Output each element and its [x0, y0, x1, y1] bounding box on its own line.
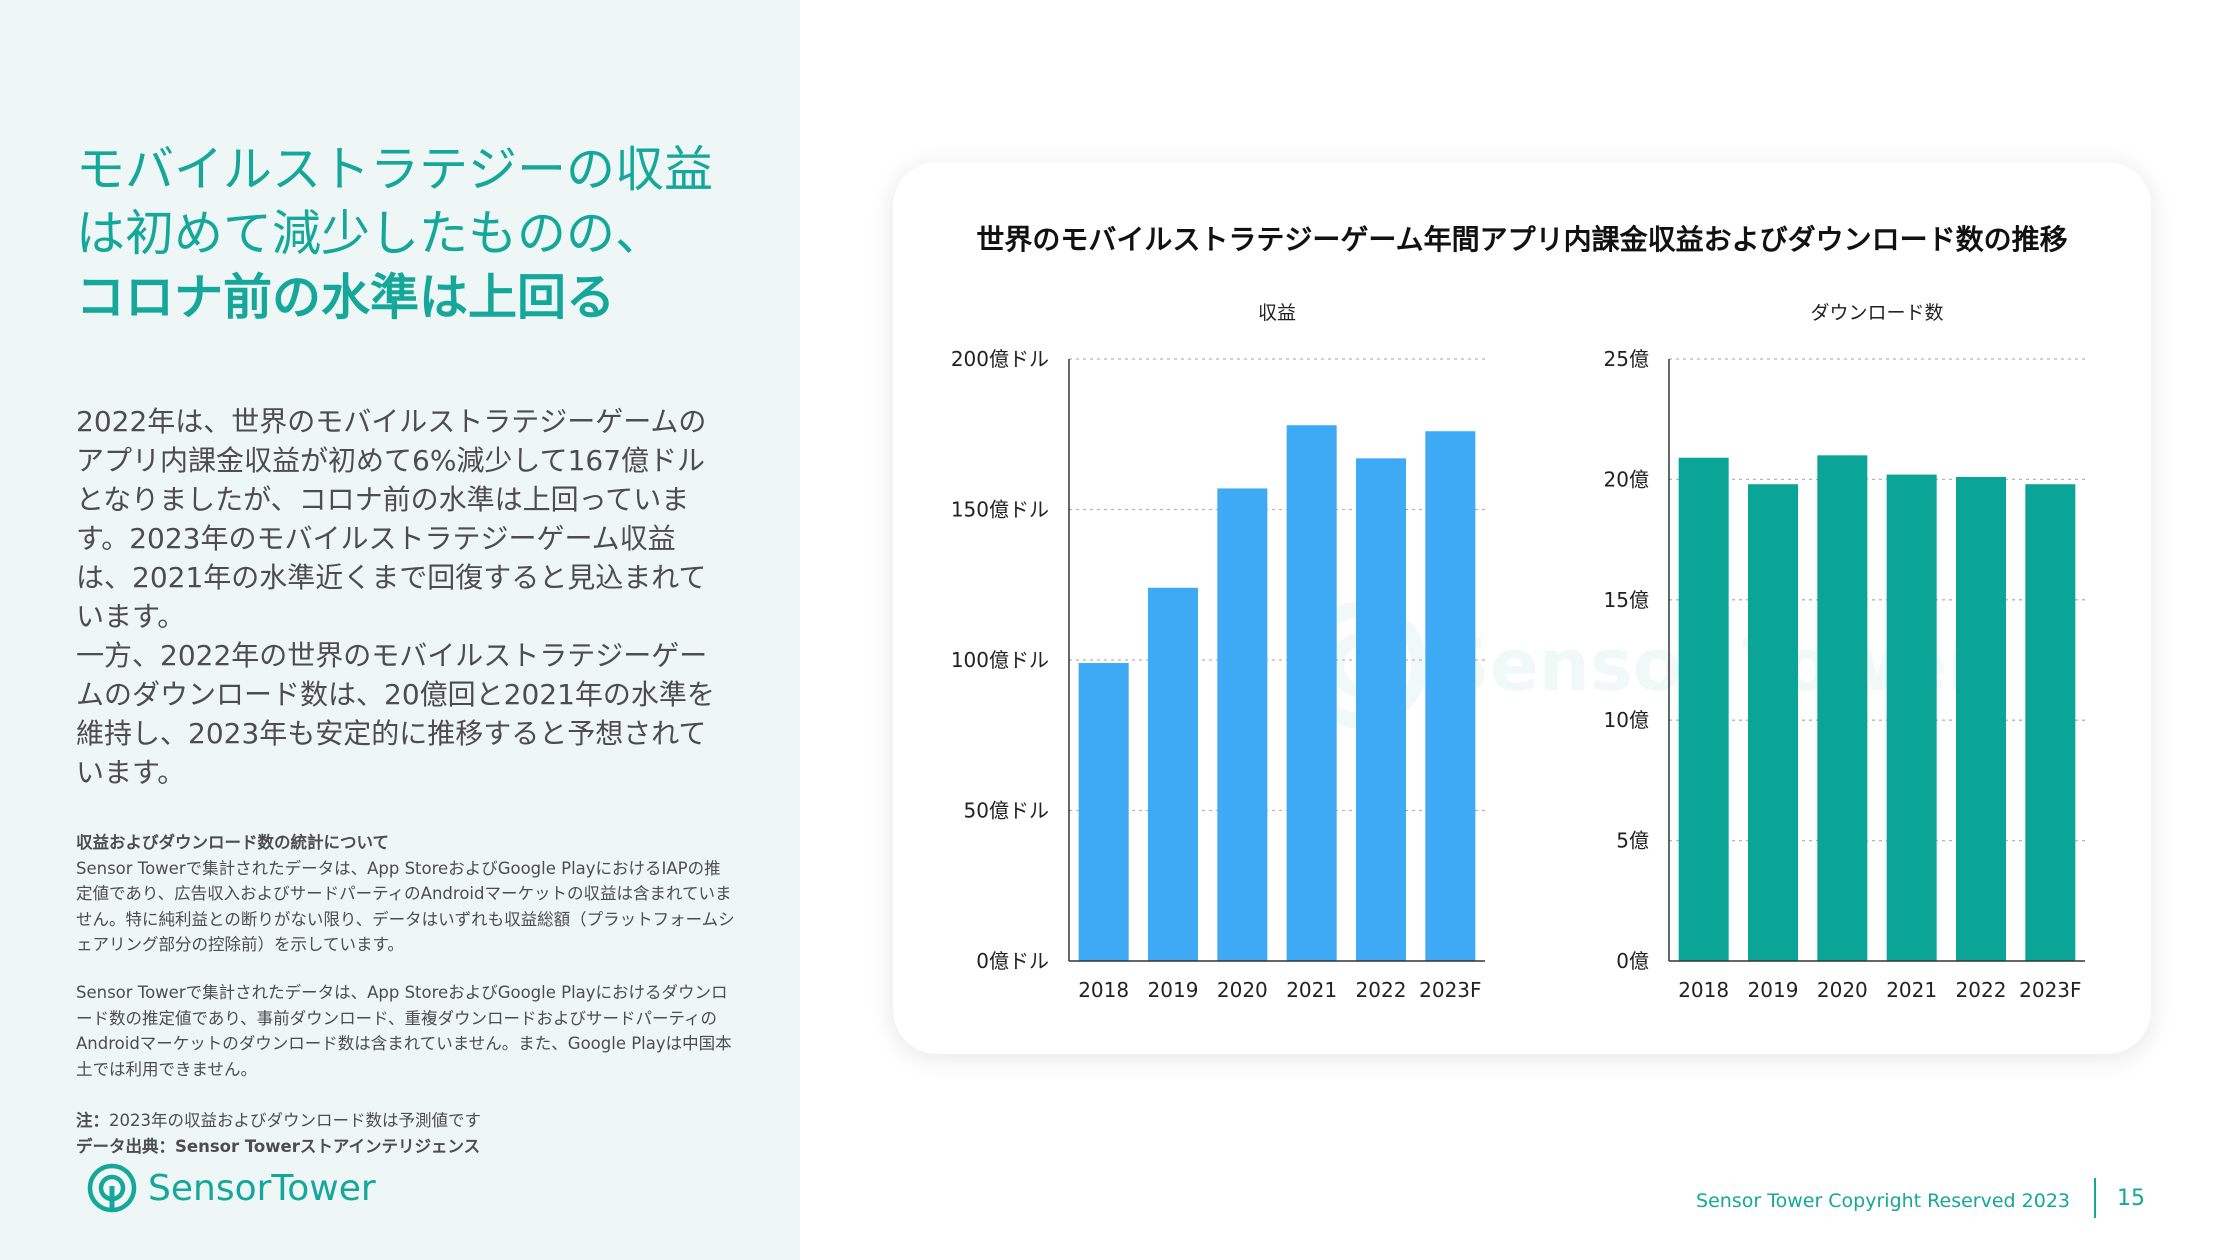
chart-card: Sensor Tower 収益 0億ドル 50億ドル 100億ドル 150億ドル 200億… [893, 162, 2151, 1054]
downloads-ytick-label: 5億 [1616, 829, 1649, 853]
chart-svg: Sensor Tower 収益 0億ドル 50億ドル 100億ドル 150億ドル 200億… [951, 302, 2085, 1002]
revenue-chart: 収益 0億ドル 50億ドル 100億ドル 150億ドル 200億ドル 2018 2019 202… [951, 302, 1485, 1002]
sensor-tower-logo: SensorTower [86, 1160, 376, 1216]
logo-word-2: Tower [271, 1167, 376, 1209]
revenue-subtitle: 収益 [1258, 302, 1296, 324]
downloads-ytick-label: 25億 [1604, 347, 1649, 371]
downloads-bar [1748, 484, 1798, 961]
paragraph-downloads: 一方、2022年の世界のモバイルストラテジーゲームのダウンロード数は、20億回と… [76, 639, 715, 789]
downloads-ytick-label: 10億 [1604, 708, 1649, 732]
downloads-ytick-label: 20億 [1604, 467, 1649, 491]
left-panel: モバイルストラテジーの収益 は初めて減少したものの、 コロナ前の水準は上回る 2… [0, 0, 800, 1260]
revenue-bar [1078, 663, 1129, 961]
revenue-ytick-label: 50億ドル [964, 799, 1049, 823]
downloads-xtick-label: 2023F [2019, 978, 2081, 1002]
headline-line-1: モバイルストラテジーの収益 [76, 141, 714, 198]
paragraph-revenue: 2022年は、世界のモバイルストラテジーゲームのアプリ内課金収益が初めて6%減少… [76, 405, 707, 633]
downloads-bar [1817, 455, 1868, 961]
revenue-bar [1425, 431, 1476, 961]
revenue-ytick-label: 200億ドル [951, 347, 1049, 371]
headline-line-3: コロナ前の水準は上回る [76, 269, 616, 326]
revenue-ytick-label: 0億ドル [976, 949, 1049, 973]
headline-line-2: は初めて減少したものの、 [76, 205, 665, 262]
note-label: 注： [76, 1111, 109, 1130]
footer-separator [2094, 1178, 2096, 1218]
source-text: Sensor Towerストアインテリジェンス [175, 1136, 481, 1156]
revenue-ytick-label: 150億ドル [951, 498, 1049, 522]
notes-downloads: Sensor Towerで集計されたデータは、App StoreおよびGoogl… [76, 983, 732, 1079]
forecast-note: 注：2023年の収益およびダウンロード数は予測値です [76, 1108, 736, 1134]
downloads-xtick-label: 2019 [1748, 978, 1799, 1002]
chart-title: 世界のモバイルストラテジーゲーム年間アプリ内課金収益およびダウンロード数の推移 [976, 223, 2068, 256]
watermark: Sensor Tower [1299, 601, 1983, 729]
source-label: データ出典： [76, 1136, 175, 1156]
sensor-tower-logo-icon [87, 1163, 137, 1213]
logo-text: SensorTower [148, 1168, 376, 1209]
revenue-xtick-label: 2023F [1419, 978, 1481, 1002]
downloads-subtitle: ダウンロード数 [1810, 302, 1943, 324]
notes-footnote: 注：2023年の収益およびダウンロード数は予測値です データ出典：Sensor … [76, 1108, 736, 1159]
revenue-xtick-label: 2021 [1286, 978, 1337, 1002]
downloads-bar [1678, 457, 1729, 961]
notes-heading: 収益およびダウンロード数の統計について [76, 833, 390, 852]
downloads-bar [1886, 474, 1937, 961]
revenue-ytick-label: 100億ドル [951, 648, 1049, 672]
downloads-bar [1956, 476, 2006, 961]
footer-copyright: Sensor Tower Copyright Reserved 2023 [1696, 1190, 2070, 1212]
downloads-xtick-label: 2018 [1678, 978, 1729, 1002]
revenue-bar [1217, 488, 1268, 961]
notes-revenue: 収益およびダウンロード数の統計について Sensor Towerで集計されたデー… [76, 830, 736, 958]
downloads-xtick-label: 2021 [1886, 978, 1937, 1002]
downloads-xtick-label: 2022 [1956, 978, 2007, 1002]
page-number: 15 [2117, 1186, 2145, 1211]
revenue-xtick-label: 2019 [1148, 978, 1199, 1002]
revenue-bar [1148, 587, 1198, 961]
note-text: 2023年の収益およびダウンロード数は予測値です [109, 1111, 481, 1130]
downloads-ytick-label: 15億 [1604, 588, 1649, 612]
notes-text-revenue: Sensor Towerで集計されたデータは、App StoreおよびGoogl… [76, 858, 735, 955]
downloads-ytick-label: 0億 [1616, 949, 1649, 973]
data-source: データ出典：Sensor Towerストアインテリジェンス [76, 1134, 736, 1160]
revenue-xtick-label: 2020 [1217, 978, 1268, 1002]
logo-word-1: Sensor [148, 1167, 272, 1209]
downloads-chart: ダウンロード数 0億 5億 10億 15億 20億 25億 2018 2019 2020 2021 2… [1604, 302, 2085, 1002]
revenue-xtick-label: 2018 [1078, 978, 1129, 1002]
headline: モバイルストラテジーの収益 は初めて減少したものの、 コロナ前の水準は上回る [76, 138, 776, 330]
revenue-xtick-label: 2022 [1356, 978, 1407, 1002]
revenue-bar [1286, 425, 1337, 962]
revenue-bar [1356, 458, 1406, 961]
downloads-xtick-label: 2020 [1817, 978, 1868, 1002]
downloads-bar [2025, 484, 2076, 961]
